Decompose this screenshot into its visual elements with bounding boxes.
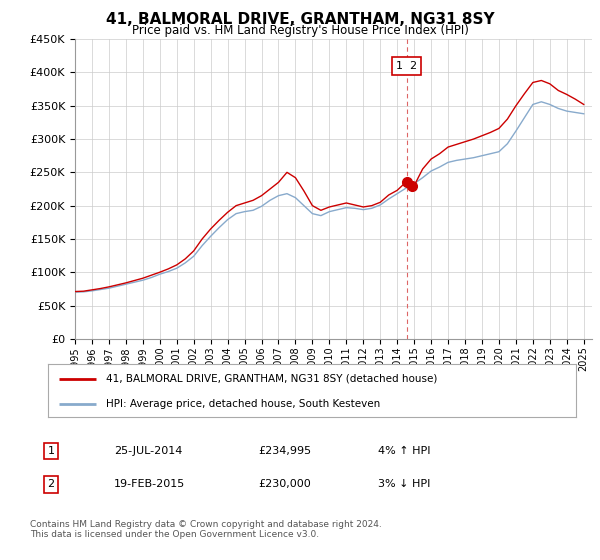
Text: 41, BALMORAL DRIVE, GRANTHAM, NG31 8SY (detached house): 41, BALMORAL DRIVE, GRANTHAM, NG31 8SY (… bbox=[106, 374, 437, 384]
Text: 41, BALMORAL DRIVE, GRANTHAM, NG31 8SY: 41, BALMORAL DRIVE, GRANTHAM, NG31 8SY bbox=[106, 12, 494, 27]
Text: £234,995: £234,995 bbox=[258, 446, 311, 456]
Text: 1  2: 1 2 bbox=[396, 61, 418, 71]
Text: 2: 2 bbox=[47, 479, 55, 489]
Text: Contains HM Land Registry data © Crown copyright and database right 2024.
This d: Contains HM Land Registry data © Crown c… bbox=[30, 520, 382, 539]
Text: 25-JUL-2014: 25-JUL-2014 bbox=[114, 446, 182, 456]
Text: 1: 1 bbox=[47, 446, 55, 456]
Text: 3% ↓ HPI: 3% ↓ HPI bbox=[378, 479, 430, 489]
Text: £230,000: £230,000 bbox=[258, 479, 311, 489]
Text: HPI: Average price, detached house, South Kesteven: HPI: Average price, detached house, Sout… bbox=[106, 399, 380, 409]
Text: Price paid vs. HM Land Registry's House Price Index (HPI): Price paid vs. HM Land Registry's House … bbox=[131, 24, 469, 36]
Text: 4% ↑ HPI: 4% ↑ HPI bbox=[378, 446, 431, 456]
Text: 19-FEB-2015: 19-FEB-2015 bbox=[114, 479, 185, 489]
